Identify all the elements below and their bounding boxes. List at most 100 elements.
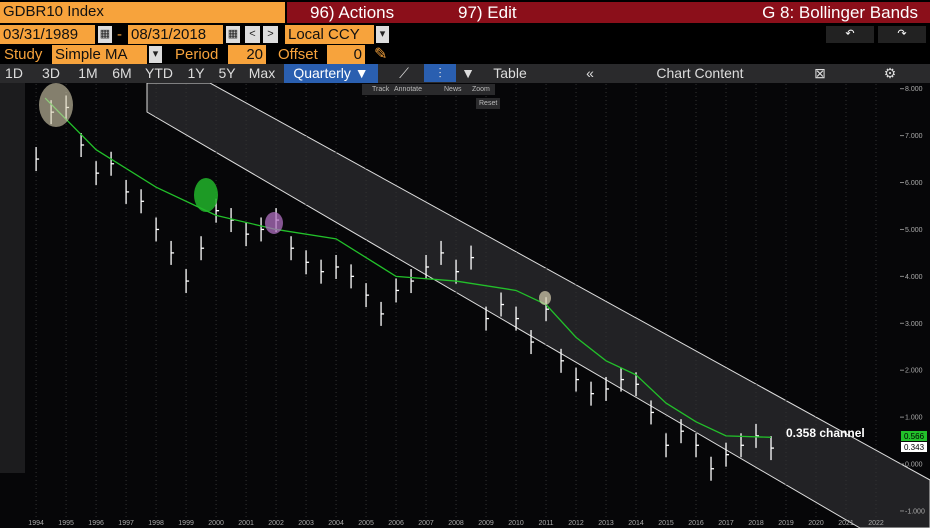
- x-tick-label: 2006: [388, 520, 404, 527]
- collapse[interactable]: «: [586, 65, 594, 81]
- range-button[interactable]: Max: [248, 65, 276, 81]
- last-label: 0.343: [904, 443, 925, 452]
- price-bar: [395, 278, 400, 303]
- dropdown[interactable]: ▾: [149, 46, 162, 63]
- price-bar: [260, 217, 265, 242]
- chart-content[interactable]: Chart Content: [656, 65, 744, 81]
- price-bar: [485, 306, 490, 331]
- x-tick-label: 2022: [868, 520, 884, 527]
- x-tick-label: 2001: [238, 520, 254, 527]
- y-tick-label: 7.000: [905, 133, 923, 140]
- x-tick-label: 2003: [298, 520, 314, 527]
- x-tick-label: 2008: [448, 520, 464, 527]
- price-bar: [515, 306, 520, 331]
- x-tick-label: 1994: [28, 520, 44, 527]
- chart-tool[interactable]: Track: [372, 86, 390, 93]
- offset[interactable]: 0: [327, 45, 365, 64]
- y-tick-label: -1.000: [905, 508, 925, 515]
- end-date[interactable]: 08/31/2018: [128, 25, 223, 44]
- calendar-icon[interactable]: ▦: [226, 26, 240, 43]
- price-bar: [80, 132, 85, 157]
- price-bar: [665, 433, 670, 458]
- prev-button[interactable]: <: [245, 26, 260, 43]
- price-bar: [170, 240, 175, 265]
- highlight: [539, 291, 551, 305]
- highlight: [39, 83, 73, 127]
- price-bar: [740, 433, 745, 458]
- frequency[interactable]: Quarterly ▼: [284, 64, 378, 83]
- offset-label: Offset: [278, 46, 318, 63]
- price-bar: [620, 367, 625, 392]
- toolbar: [0, 64, 930, 83]
- price-bar: [560, 348, 565, 373]
- chart-tool[interactable]: Zoom: [472, 86, 490, 93]
- y-tick-label: 5.000: [905, 227, 923, 234]
- x-tick-label: 2002: [268, 520, 284, 527]
- range-button[interactable]: 1Y: [187, 65, 205, 81]
- undo[interactable]: ↶: [826, 26, 874, 43]
- range-button[interactable]: 5Y: [218, 65, 236, 81]
- y-tick-label: 0.000: [905, 462, 923, 469]
- last-label: 0.566: [904, 432, 925, 441]
- next-button[interactable]: >: [263, 26, 278, 43]
- study[interactable]: Simple MA: [52, 45, 147, 64]
- edit-icon[interactable]: ⊠: [814, 65, 826, 81]
- x-tick-label: 2000: [208, 520, 224, 527]
- x-tick-label: 2007: [418, 520, 434, 527]
- price-bar: [350, 264, 355, 289]
- price-bar: [290, 236, 295, 261]
- x-tick-label: 2012: [568, 520, 584, 527]
- x-tick-label: 2018: [748, 520, 764, 527]
- x-tick-label: 1999: [178, 520, 194, 527]
- channel: [146, 82, 930, 528]
- pencil-icon[interactable]: ✎: [374, 46, 388, 63]
- price-bar: [320, 259, 325, 284]
- price-bar: [305, 250, 310, 275]
- y-tick-label: 6.000: [905, 180, 923, 187]
- settings[interactable]: ⚙: [883, 65, 897, 81]
- frequency-text: Quarterly: [293, 65, 351, 81]
- price-bar: [650, 400, 655, 425]
- chart-tool[interactable]: Annotate: [394, 86, 423, 93]
- redo[interactable]: ↷: [878, 26, 926, 43]
- price-bar: [200, 236, 205, 261]
- chart-tool[interactable]: Reset: [476, 98, 501, 109]
- edit-menu[interactable]: 97) Edit: [458, 3, 517, 22]
- currency[interactable]: Local CCY: [285, 25, 374, 44]
- range-button[interactable]: 1M: [78, 65, 98, 81]
- period[interactable]: 20: [228, 45, 266, 64]
- y-tick-label: 8.000: [905, 86, 923, 93]
- chart-tools: [362, 84, 495, 95]
- line-icon[interactable]: ⟋: [399, 65, 409, 81]
- price-bar: [95, 161, 100, 186]
- range-button[interactable]: 3D: [42, 65, 60, 81]
- actions-menu[interactable]: 96) Actions: [310, 3, 395, 22]
- range-button[interactable]: YTD: [145, 65, 173, 81]
- range-button[interactable]: 6M: [112, 65, 132, 81]
- x-tick-label: 2019: [778, 520, 794, 527]
- last-box: [901, 442, 927, 452]
- price-bar: [455, 259, 460, 284]
- price-bar: [680, 419, 685, 444]
- bars-icon[interactable]: ⫶: [424, 64, 456, 82]
- start-date[interactable]: 03/31/1989: [0, 25, 95, 44]
- y-tick-label: 3.000: [905, 321, 923, 328]
- dropdown[interactable]: ▾: [376, 26, 389, 43]
- annotation: 0.358 channel: [786, 426, 865, 440]
- table-button[interactable]: Table: [493, 65, 527, 81]
- dropdown[interactable]: ▼: [461, 65, 475, 81]
- x-tick-label: 2017: [718, 520, 734, 527]
- x-tick-label: 2010: [508, 520, 524, 527]
- price-bar: [440, 240, 445, 265]
- price-bar: [500, 292, 505, 317]
- period-label: Period: [175, 46, 219, 63]
- x-tick-label: 1997: [118, 520, 134, 527]
- range-button[interactable]: 1D: [5, 65, 23, 81]
- calendar-icon[interactable]: ▦: [98, 26, 112, 43]
- study-label: Study: [4, 46, 43, 63]
- price-bar: [365, 283, 370, 308]
- ticker[interactable]: GDBR10 Index: [0, 2, 285, 23]
- chart-tool[interactable]: News: [444, 86, 462, 93]
- chart-name: G 8: Bollinger Bands: [762, 3, 918, 22]
